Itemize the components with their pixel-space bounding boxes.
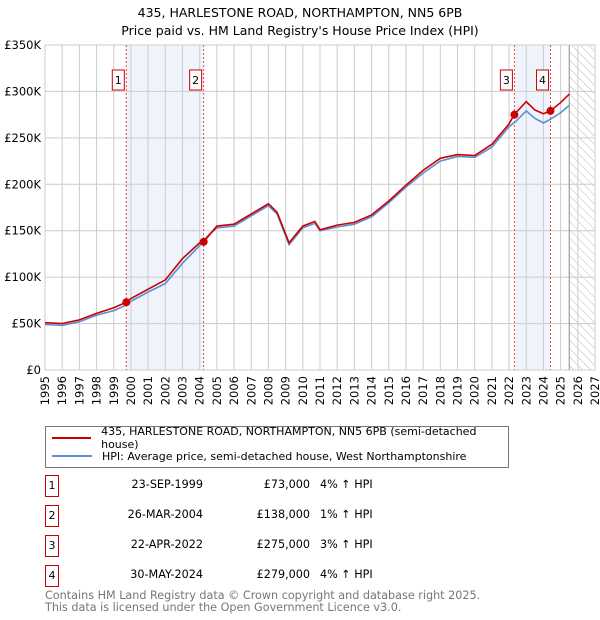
x-tick-label: 2021 — [485, 376, 499, 405]
x-tick-label: 2005 — [210, 376, 224, 405]
sale-row: 4 30-MAY-2024 £279,000 4% ↑ HPI — [45, 565, 600, 587]
x-tick-label: 1998 — [90, 376, 104, 405]
sale-label: 1 — [115, 74, 122, 87]
sale-label: 3 — [503, 74, 510, 87]
x-tick-label: 2001 — [141, 376, 155, 405]
blue-line-swatch — [52, 455, 92, 457]
x-tick-label: 2022 — [502, 376, 516, 405]
sale-row: 2 26-MAR-2004 £138,000 1% ↑ HPI — [45, 505, 600, 527]
sale-point — [122, 298, 131, 307]
x-tick-label: 2010 — [296, 376, 310, 405]
footer-line: This data is licensed under the Open Gov… — [45, 601, 402, 614]
sale-number: 1 — [45, 475, 59, 497]
x-tick-label: 2019 — [451, 376, 465, 405]
x-tick-label: 2023 — [519, 376, 533, 405]
x-tick-label: 2012 — [330, 376, 344, 405]
x-tick-label: 2008 — [261, 376, 275, 405]
x-tick-label: 2003 — [176, 376, 190, 405]
sale-price: £279,000 — [256, 568, 310, 581]
hpi-line — [44, 104, 570, 327]
sale-price: £275,000 — [256, 538, 310, 551]
sale-row: 3 22-APR-2022 £275,000 3% ↑ HPI — [45, 535, 600, 557]
x-tick-label: 2011 — [313, 376, 327, 405]
y-tick-label: £50K — [12, 317, 42, 331]
y-tick-label: £100K — [4, 270, 41, 284]
y-tick-label: £350K — [4, 38, 41, 52]
sale-label-box — [499, 69, 513, 91]
sale-hpi-diff: 1% ↑ HPI — [320, 508, 373, 521]
x-tick-label: 2025 — [554, 376, 568, 405]
legend-item-property: 435, HARLESTONE ROAD, NORTHAMPTON, NN5 6… — [52, 425, 508, 451]
x-tick-label: 1997 — [72, 376, 86, 405]
x-tick-label: 2018 — [433, 376, 447, 405]
x-tick-label: 2002 — [158, 376, 172, 405]
title-line: 435, HARLESTONE ROAD, NORTHAMPTON, NN5 6… — [137, 5, 463, 20]
x-tick-label: 2004 — [193, 376, 207, 405]
footer-line: Contains HM Land Registry data © Crown c… — [45, 589, 481, 602]
sale-label-box — [189, 69, 203, 91]
footer: Contains HM Land Registry data © Crown c… — [45, 590, 480, 614]
y-tick-label: £0 — [26, 363, 41, 377]
sale-hpi-diff: 3% ↑ HPI — [320, 538, 373, 551]
legend: 435, HARLESTONE ROAD, NORTHAMPTON, NN5 6… — [45, 425, 509, 468]
sale-row: 1 23-SEP-1999 £73,000 4% ↑ HPI — [45, 475, 600, 497]
property-price-line — [44, 93, 570, 325]
x-tick-label: 1995 — [38, 376, 52, 405]
sale-point — [510, 110, 519, 119]
sale-number: 4 — [45, 565, 59, 587]
sale-number: 3 — [45, 535, 59, 557]
forecast-hatch — [569, 45, 595, 370]
sale-hpi-diff: 4% ↑ HPI — [320, 478, 373, 491]
sale-date: 23-SEP-1999 — [131, 478, 203, 491]
x-tick-label: 2000 — [124, 376, 138, 405]
x-tick-label: 1996 — [55, 376, 69, 405]
x-tick-label: 2026 — [571, 376, 585, 405]
subtitle-line: Price paid vs. HM Land Registry's House … — [121, 23, 479, 38]
plot-border — [44, 44, 596, 371]
y-tick-label: £250K — [4, 131, 41, 145]
x-tick-label: 2014 — [365, 376, 379, 405]
x-tick-label: 2009 — [279, 376, 293, 405]
x-tick-label: 2007 — [244, 376, 258, 405]
y-tick-label: £150K — [4, 224, 41, 238]
x-tick-label: 2017 — [416, 376, 430, 405]
x-tick-label: 1999 — [107, 376, 121, 405]
chart-title: 435, HARLESTONE ROAD, NORTHAMPTON, NN5 6… — [0, 4, 600, 40]
x-tick-label: 2020 — [468, 376, 482, 405]
x-tick-label: 2006 — [227, 376, 241, 405]
sale-band-3-4 — [514, 45, 551, 370]
sale-point — [546, 106, 555, 115]
sale-price: £138,000 — [256, 508, 310, 521]
red-line-swatch — [52, 437, 92, 439]
sale-hpi-diff: 4% ↑ HPI — [320, 568, 373, 581]
price-chart: 1995 1996 1997 1998 1999 2000 2001 2002 2003 2004… — [4, 38, 600, 405]
sale-price: £73,000 — [263, 478, 310, 491]
legend-item-hpi: HPI: Average price, semi-detached house,… — [52, 448, 466, 464]
y-tick-label: £200K — [4, 177, 41, 191]
sale-label: 2 — [192, 74, 199, 87]
x-tick-label: 2013 — [347, 376, 361, 405]
y-tick-label: £300K — [4, 84, 41, 98]
legend-label: HPI: Average price, semi-detached house,… — [102, 449, 467, 463]
sale-number: 2 — [45, 505, 59, 527]
x-tick-label: 2015 — [382, 376, 396, 405]
legend-label: 435, HARLESTONE ROAD, NORTHAMPTON, NN5 6… — [101, 425, 477, 451]
x-tick-label: 2016 — [399, 376, 413, 405]
sale-date: 22-APR-2022 — [130, 538, 203, 551]
sale-label: 4 — [539, 74, 546, 87]
sale-point — [199, 237, 208, 246]
x-tick-label: 2027 — [588, 376, 600, 405]
sale-label-box — [535, 69, 549, 91]
x-tick-label: 2024 — [536, 376, 550, 405]
sale-date: 30-MAY-2024 — [130, 568, 203, 581]
sale-label-box — [111, 69, 125, 91]
sale-date: 26-MAR-2004 — [127, 508, 203, 521]
